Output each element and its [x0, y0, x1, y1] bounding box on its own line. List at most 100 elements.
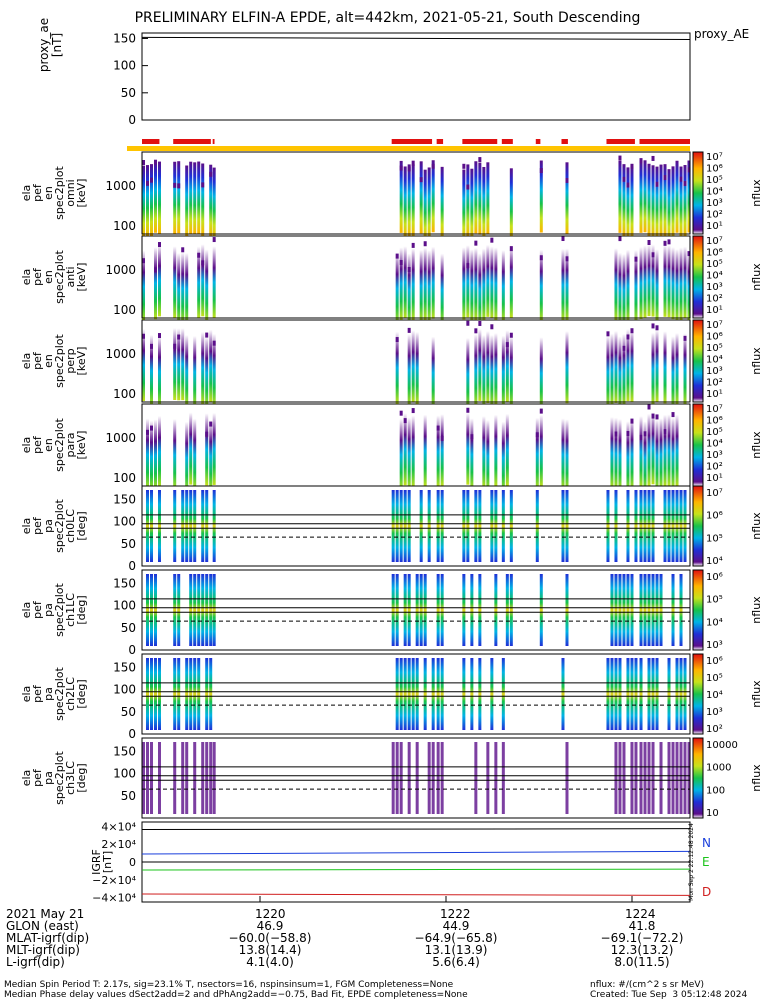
pa-column [403, 658, 407, 730]
colorbar-label: nflux [750, 431, 763, 459]
orbit-row-value: 5.6(6.4) [432, 955, 480, 969]
pa-column [634, 658, 638, 730]
pa-column [403, 574, 407, 646]
ae-ytick: 50 [121, 86, 136, 100]
pa-ylabel: pef [31, 600, 44, 619]
spec-column [173, 419, 177, 492]
pa-ytick: 0 [128, 643, 136, 657]
spec-column [150, 420, 153, 493]
pa-ylabel: spec2plot [53, 667, 66, 721]
orbit-row-value: −69.1(−72.2) [600, 931, 684, 945]
spec-column [671, 417, 675, 490]
pa-column [201, 490, 205, 562]
spec-speck [626, 182, 630, 188]
spec-speck [205, 332, 209, 338]
pa-column [415, 742, 419, 814]
spec-column [146, 418, 149, 491]
spec-column [466, 245, 470, 318]
spec-speck [173, 182, 177, 188]
ae-ytick: 0 [128, 113, 136, 127]
spec-ylabel: spec2plot [53, 334, 66, 388]
spec-column [622, 333, 626, 406]
spec-column [142, 165, 145, 238]
pa-column [431, 658, 435, 730]
spec-column [647, 413, 651, 486]
spec-column [622, 253, 626, 326]
spec-column [494, 333, 498, 406]
spec-column [501, 335, 505, 408]
spec-bg [142, 404, 690, 486]
colorbar-tick: 10² [706, 378, 723, 389]
pa-column [478, 658, 482, 730]
pa-column [655, 574, 659, 646]
ae-ytick: 100 [113, 59, 136, 73]
pa-column [391, 742, 395, 814]
spec-column [177, 253, 181, 326]
spec-column [466, 337, 470, 410]
spec-column [212, 333, 216, 406]
spec-speck [411, 408, 415, 414]
colorbar-tick: 10⁵ [706, 343, 723, 354]
colorbar-tick: 10² [706, 724, 723, 735]
colorbar-tick: 10⁶ [706, 332, 723, 343]
pa-colorbar [692, 653, 704, 735]
colorbar-tick: 10¹ [706, 473, 723, 484]
ae-ytick: 150 [113, 31, 136, 45]
pa-column [647, 490, 651, 562]
pa-column [683, 490, 687, 562]
spec-column [189, 412, 193, 485]
pa-column [618, 742, 622, 814]
spec-column [419, 161, 423, 234]
pa-ytick: 100 [113, 599, 136, 613]
spec-column [411, 164, 415, 237]
spec-speck [142, 258, 145, 264]
pa-column [614, 490, 618, 562]
spec-column [486, 162, 490, 235]
colorbar-tick: 10 [706, 808, 719, 819]
pa-column [395, 658, 399, 730]
spec-column [154, 419, 157, 492]
spec-column [486, 244, 490, 317]
spec-ylabel: ela [20, 353, 33, 370]
spec-column [647, 163, 651, 236]
spec-speck [407, 327, 411, 333]
pa-column [158, 742, 161, 814]
spec-column [671, 166, 675, 239]
spec-column [470, 249, 474, 322]
spec-column [415, 331, 419, 404]
pa-column [440, 742, 444, 814]
spec-speck [539, 255, 543, 261]
colorbar-tick: 10⁵ [706, 175, 723, 186]
pa-ylabel: pef [31, 516, 44, 535]
pa-ylabel: ch2LC [64, 677, 77, 711]
spec-speck [651, 413, 655, 419]
pa-column [209, 658, 213, 730]
spec-ylabel: pef [31, 267, 44, 286]
pa-frame [141, 569, 691, 651]
pa-column [185, 742, 189, 814]
pa-column [490, 658, 494, 730]
pa-column [440, 658, 444, 730]
pa-column [618, 574, 622, 646]
spec-column [509, 335, 513, 408]
spec-column [618, 252, 622, 325]
colorbar-tick: 10⁶ [706, 572, 723, 583]
spec-speck [146, 180, 149, 186]
orbit-row-value: −60.0(−58.8) [228, 931, 312, 945]
pa-column [643, 490, 647, 562]
orbit-row-value: 41.8 [628, 919, 656, 933]
spec-column [539, 337, 543, 410]
pa-column [659, 742, 663, 814]
spec-speck [407, 267, 411, 273]
spec-column [606, 335, 610, 408]
spec-ylabel: ela [20, 437, 33, 454]
spec-speck [411, 242, 415, 248]
spec-column [683, 165, 687, 238]
spec-speck [647, 240, 651, 246]
spec-column [663, 164, 667, 237]
spec-colorbar [692, 151, 704, 235]
pa-column [651, 574, 655, 646]
pa-ylabel: spec2plot [53, 751, 66, 805]
orbit-row-value: 13.1(13.9) [424, 943, 488, 957]
pa-column [679, 490, 683, 562]
